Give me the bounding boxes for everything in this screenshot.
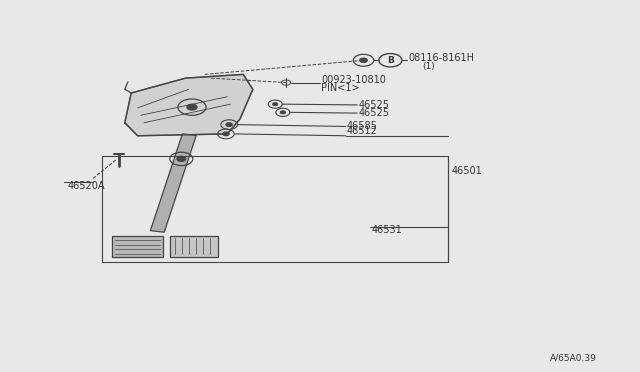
Circle shape	[187, 104, 197, 110]
Circle shape	[223, 132, 229, 136]
Polygon shape	[125, 74, 253, 136]
Bar	[170, 236, 218, 257]
Text: 46501: 46501	[451, 166, 482, 176]
Text: (1): (1)	[422, 62, 435, 71]
Text: 46512: 46512	[347, 126, 378, 136]
Bar	[102, 156, 448, 262]
Text: 46520A: 46520A	[67, 181, 105, 191]
Circle shape	[280, 111, 285, 114]
Text: 46525: 46525	[358, 108, 389, 118]
Circle shape	[177, 156, 186, 161]
Text: 00923-10810: 00923-10810	[321, 75, 386, 85]
Text: PIN<1>: PIN<1>	[321, 83, 360, 93]
Text: 08116-8161H: 08116-8161H	[408, 53, 474, 62]
Text: 46585: 46585	[347, 122, 378, 131]
Polygon shape	[150, 134, 196, 232]
Circle shape	[273, 103, 278, 106]
Text: A/65A0.39: A/65A0.39	[550, 353, 597, 362]
Bar	[112, 236, 163, 257]
Text: 46525: 46525	[358, 100, 389, 110]
Text: B: B	[387, 56, 394, 65]
Circle shape	[360, 58, 367, 62]
Text: 46531: 46531	[371, 225, 402, 235]
Circle shape	[226, 123, 232, 126]
